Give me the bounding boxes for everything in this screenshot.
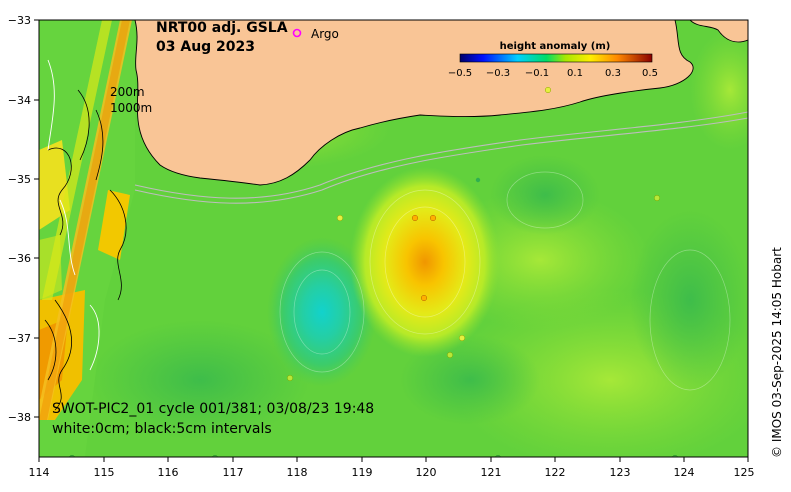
imos-credit: © IMOS 03-Sep-2025 14:05 Hobart xyxy=(770,247,784,458)
black-contours xyxy=(44,89,127,411)
argo-legend-symbol xyxy=(292,28,302,38)
x-tick-label: 119 xyxy=(352,466,373,479)
y-tick-label: −38 xyxy=(8,411,31,424)
ocean-dark-patch xyxy=(490,155,600,235)
colorbar: height anomaly (m) −0.5 −0.3 −0.1 0.1 0.… xyxy=(448,41,658,79)
x-tick-label: 120 xyxy=(416,466,437,479)
colorbar-title: height anomaly (m) xyxy=(500,41,611,52)
argo-marker xyxy=(411,214,419,222)
white-contours xyxy=(47,59,100,371)
argo-marker xyxy=(286,374,294,382)
colorbar-tick-label: −0.5 xyxy=(448,68,472,79)
colorbar-tick-label: −0.3 xyxy=(486,68,510,79)
x-tick-label: 114 xyxy=(29,466,50,479)
argo-marker xyxy=(69,454,75,457)
x-tick-label: 118 xyxy=(287,466,308,479)
x-tick-label: 117 xyxy=(223,466,244,479)
argo-marker xyxy=(475,177,481,183)
x-tick-label: 121 xyxy=(481,466,502,479)
ocean-light-patch xyxy=(690,30,748,150)
argo-marker xyxy=(212,454,218,457)
x-axis: 114 115 116 117 118 119 120 121 122 123 … xyxy=(29,457,755,479)
colorbar-gradient xyxy=(459,53,653,63)
y-axis: −33 −34 −35 −36 −37 −38 xyxy=(8,14,39,424)
y-tick-label: −36 xyxy=(8,252,31,265)
y-tick-label: −34 xyxy=(8,94,31,107)
argo-marker xyxy=(336,214,344,222)
argo-marker xyxy=(544,86,552,94)
argo-marker xyxy=(495,454,501,457)
x-tick-label: 123 xyxy=(610,466,631,479)
x-tick-label: 125 xyxy=(734,466,755,479)
colorbar-tick-label: 0.1 xyxy=(567,68,583,79)
cold-eddy xyxy=(267,237,377,387)
isobath-lines xyxy=(134,111,748,204)
australia-land-east xyxy=(689,20,748,43)
y-tick-label: −33 xyxy=(8,14,31,27)
contour-lines xyxy=(279,171,731,391)
isobath-label-1000m: 1000m xyxy=(110,101,152,115)
map-plot-area xyxy=(39,20,748,457)
map-title-product: NRT00 adj. GSLA xyxy=(156,20,288,36)
argo-marker xyxy=(446,351,454,359)
argo-legend-label: Argo xyxy=(311,27,339,41)
y-tick-label: −35 xyxy=(8,173,31,186)
colorbar-tick-label: 0.5 xyxy=(642,68,658,79)
swot-annotation-line1: SWOT-PIC2_01 cycle 001/381; 03/08/23 19:… xyxy=(52,401,374,417)
argo-marker xyxy=(420,294,428,302)
ocean-dark-patch xyxy=(400,335,540,425)
x-tick-label: 115 xyxy=(94,466,115,479)
argo-marker xyxy=(672,454,678,457)
x-tick-label: 124 xyxy=(674,466,695,479)
x-tick-label: 122 xyxy=(545,466,566,479)
isobath-label-200m: 200m xyxy=(110,85,145,99)
warm-eddy xyxy=(350,167,500,357)
map-title-date: 03 Aug 2023 xyxy=(156,39,255,55)
swot-swath xyxy=(39,20,132,420)
plot-frame xyxy=(38,19,749,458)
ocean-dark-patch xyxy=(90,320,310,440)
colorbar-tick-label: 0.3 xyxy=(605,68,621,79)
argo-marker xyxy=(458,334,466,342)
argo-marker xyxy=(653,194,661,202)
x-tick-label: 116 xyxy=(158,466,179,479)
ocean-dark-patch xyxy=(630,210,748,390)
colorbar-tick-label: −0.1 xyxy=(525,68,549,79)
swot-annotation-line2: white:0cm; black:5cm intervals xyxy=(52,421,272,437)
argo-marker xyxy=(429,214,437,222)
y-tick-label: −37 xyxy=(8,332,31,345)
